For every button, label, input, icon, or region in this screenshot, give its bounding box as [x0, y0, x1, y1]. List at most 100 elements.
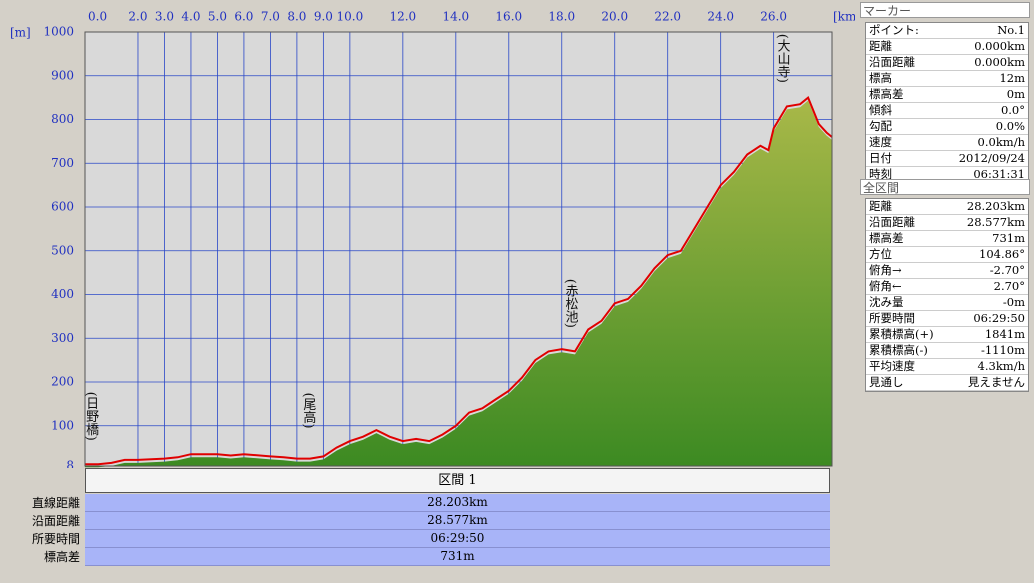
- y-unit: [m]: [10, 26, 31, 40]
- info-key: 沿面距離: [869, 215, 915, 229]
- info-key: 累積標高(+): [869, 327, 934, 341]
- info-value: 0.0km/h: [977, 135, 1025, 149]
- info-row: 方位 104.86°: [866, 247, 1028, 263]
- info-key: 所要時間: [869, 311, 915, 325]
- info-row: 標高差 0m: [866, 87, 1028, 103]
- segment-value: 06:29:50: [85, 530, 830, 548]
- x-tick-label: 3.0: [155, 10, 174, 24]
- y-tick-label: 8: [66, 459, 74, 469]
- x-tick-label: 20.0: [601, 10, 628, 24]
- info-row: 沿面距離 28.577km: [866, 215, 1028, 231]
- segment-value: 28.203km: [85, 494, 830, 512]
- plot-border: [84, 31, 833, 467]
- x-tick-label: 14.0: [442, 10, 469, 24]
- x-unit: [km]: [833, 10, 855, 24]
- y-tick-label: 100: [51, 418, 74, 432]
- y-tick-label: 900: [51, 68, 74, 82]
- place-label: (赤松池): [563, 279, 579, 328]
- info-row: 沿面距離 0.000km: [866, 55, 1028, 71]
- segment-title: 区間 1: [85, 468, 830, 493]
- y-tick-label: 800: [51, 112, 74, 126]
- info-row: 俯角→ -2.70°: [866, 263, 1028, 279]
- info-row: ポイント: No.1: [866, 23, 1028, 39]
- info-value: 0.0°: [1000, 103, 1025, 117]
- info-key: 勾配: [869, 119, 892, 133]
- info-key: 俯角→: [869, 263, 902, 277]
- x-tick-label: 0.0: [88, 10, 107, 24]
- segment-key: 所要時間: [31, 532, 80, 546]
- info-key: 標高: [869, 71, 892, 85]
- total-title: 全区間: [860, 179, 1030, 195]
- info-key: 沿面距離: [869, 55, 915, 69]
- info-value: 2.70°: [993, 279, 1025, 293]
- terrain-area: [85, 100, 832, 468]
- info-row: 俯角← 2.70°: [866, 279, 1028, 295]
- info-row: 所要時間 06:29:50: [866, 311, 1028, 327]
- info-value: 28.203km: [966, 199, 1025, 213]
- x-tick-label: 10.0: [337, 10, 364, 24]
- info-key: 俯角←: [869, 279, 902, 293]
- info-value: 1841m: [984, 327, 1025, 341]
- info-key: 標高差: [869, 87, 904, 101]
- y-tick-label: 400: [51, 287, 74, 301]
- y-tick-label: 700: [51, 156, 74, 170]
- info-key: ポイント:: [869, 23, 919, 37]
- place-label: (大山寺): [774, 34, 790, 83]
- marker-title: マーカー: [860, 2, 1030, 18]
- info-key: 日付: [869, 151, 892, 165]
- x-tick-label: 18.0: [548, 10, 575, 24]
- y-tick-label: 1000: [43, 25, 74, 39]
- y-tick-label: 500: [51, 243, 74, 257]
- segment-key: 沿面距離: [31, 514, 80, 528]
- info-value: 0m: [1006, 87, 1025, 101]
- marker-panel: ポイント: No.1 距離 0.000km 沿面距離 0.000km 標高 12m 標高差 0m 傾…: [865, 22, 1029, 184]
- info-key: 見通し: [869, 375, 904, 389]
- info-key: 平均速度: [869, 359, 915, 373]
- info-row: 距離 28.203km: [866, 199, 1028, 215]
- info-value: 4.3km/h: [977, 359, 1025, 373]
- info-value: 2012/09/24: [958, 151, 1025, 165]
- x-tick-label: 7.0: [261, 10, 280, 24]
- info-row: 勾配 0.0%: [866, 119, 1028, 135]
- y-tick-label: 200: [51, 375, 74, 389]
- x-tick-label: 12.0: [389, 10, 416, 24]
- segment-key: 直線距離: [31, 496, 80, 510]
- info-row: 見通し 見えません: [866, 375, 1028, 391]
- y-tick-label: 600: [51, 200, 74, 214]
- info-row: 日付 2012/09/24: [866, 151, 1028, 167]
- info-key: 傾斜: [869, 103, 892, 117]
- info-value: No.1: [997, 23, 1025, 37]
- info-key: 沈み量: [869, 295, 904, 309]
- x-tick-label: 6.0: [234, 10, 253, 24]
- info-key: 距離: [869, 199, 892, 213]
- x-tick-label: 5.0: [208, 10, 227, 24]
- info-row: 平均速度 4.3km/h: [866, 359, 1028, 375]
- info-row: 標高 12m: [866, 71, 1028, 87]
- info-value: -0m: [1002, 295, 1025, 309]
- x-tick-label: 26.0: [760, 10, 787, 24]
- x-tick-label: 22.0: [654, 10, 681, 24]
- info-key: 時刻: [869, 167, 892, 181]
- segment-value: 28.577km: [85, 512, 830, 530]
- info-value: 731m: [992, 231, 1025, 245]
- x-tick-label: 2.0: [128, 10, 147, 24]
- segment-key: 標高差: [43, 550, 80, 564]
- info-key: 距離: [869, 39, 892, 53]
- x-tick-label: 8.0: [287, 10, 306, 24]
- x-tick-label: 9.0: [314, 10, 333, 24]
- x-tick-label: 16.0: [495, 10, 522, 24]
- info-value: 12m: [999, 71, 1025, 85]
- info-value: 0.000km: [974, 55, 1025, 69]
- place-label: (日野橋): [83, 392, 99, 441]
- info-row: 標高差 731m: [866, 231, 1028, 247]
- info-value: 06:29:50: [973, 311, 1025, 325]
- info-value: 104.86°: [979, 247, 1025, 261]
- info-value: -1110m: [980, 343, 1025, 357]
- info-key: 累積標高(-): [869, 343, 928, 357]
- info-value: -2.70°: [989, 263, 1025, 277]
- total-panel: 距離 28.203km 沿面距離 28.577km 標高差 731m 方位 104.86° 俯角…: [865, 198, 1029, 392]
- info-row: 時刻 06:31:31: [866, 167, 1028, 183]
- info-row: 距離 0.000km: [866, 39, 1028, 55]
- chart: [m] [km] 8 100 200 300 400 500 600 700 800 900 100…: [10, 10, 855, 469]
